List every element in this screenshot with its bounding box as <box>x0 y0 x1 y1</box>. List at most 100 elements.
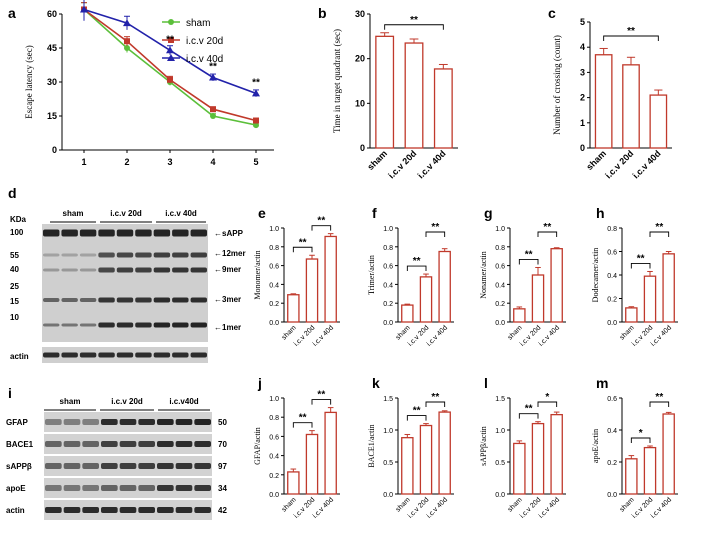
significance-bracket <box>537 231 558 237</box>
legend-label: i.c.v 40d <box>186 54 223 65</box>
blot-band <box>194 463 211 469</box>
significance-bracket <box>384 24 444 30</box>
y-axis-label: Dodecamer/actin <box>591 248 600 303</box>
significance-bracket <box>649 401 670 407</box>
y-tick-label: 0.4 <box>607 273 617 280</box>
y-tick-label: 1.0 <box>495 226 505 233</box>
blot-i-row-label: actin <box>6 506 25 515</box>
blot-band <box>116 252 134 258</box>
significance-mark: ** <box>637 253 645 264</box>
blot-i-rows: GFAP 50 BACE1 70 sAPPβ 97 apoE 34 actin 42 <box>6 412 227 520</box>
blot-i-group-label: i.c.v 20d <box>111 397 143 406</box>
data-point <box>167 76 173 83</box>
bar <box>419 276 433 323</box>
data-point <box>80 5 88 13</box>
y-tick-label: 0.0 <box>383 492 393 499</box>
bar <box>305 433 319 495</box>
x-tick-label: sham <box>395 324 412 341</box>
y-tick-label: 10 <box>355 98 365 108</box>
data-point <box>123 19 131 27</box>
blot-band <box>157 419 174 425</box>
significance-mark: ** <box>431 222 439 233</box>
blot-band <box>175 485 193 491</box>
blot-band <box>190 252 207 258</box>
y-tick-label: 4 <box>580 42 585 52</box>
bar <box>375 35 395 149</box>
bar <box>401 304 414 323</box>
bar <box>419 424 433 495</box>
significance-bracket <box>649 231 670 237</box>
y-tick-label: 1.0 <box>383 428 393 435</box>
x-tick-label: i.c.v 40d <box>631 148 663 180</box>
x-tick-label: sham <box>281 324 298 341</box>
blot-band <box>190 352 207 358</box>
blot-d-group-label: sham <box>63 209 84 218</box>
y-tick-label: 0.2 <box>495 301 505 308</box>
blot-band <box>45 419 62 425</box>
blot-band <box>116 352 134 358</box>
blot-band <box>98 352 115 358</box>
chart-b: 0 10 20 30 Time in target quadrant (sec) sham… <box>332 9 458 181</box>
blot-i-kda: 97 <box>218 462 227 471</box>
significance-mark: * <box>639 428 643 439</box>
significance-mark: ** <box>299 237 307 248</box>
blot-band <box>190 267 207 273</box>
blot-band <box>138 441 155 447</box>
blot-band <box>116 322 134 328</box>
significance-bracket <box>292 246 313 253</box>
y-tick-label: 0.0 <box>383 320 393 327</box>
blot-i-row-label: BACE1 <box>6 440 34 449</box>
significance-mark: ** <box>166 34 174 45</box>
bar <box>438 250 451 323</box>
y-tick-label: 0.4 <box>495 282 505 289</box>
blot-band <box>175 507 193 513</box>
blot-band <box>175 441 193 447</box>
panel-letter-l: l <box>484 375 488 391</box>
data-point <box>252 89 260 97</box>
blot-band <box>138 507 155 513</box>
y-tick-label: 0.4 <box>383 282 393 289</box>
y-tick-label: 0.0 <box>495 492 505 499</box>
x-tick-label: i.c.v 40d <box>312 496 335 519</box>
blot-band <box>119 463 137 469</box>
bar <box>643 275 657 323</box>
legend-marker <box>168 37 174 43</box>
blot-band <box>116 297 134 303</box>
bar <box>324 411 337 495</box>
significance-bracket <box>518 259 539 265</box>
significance-bracket <box>311 399 332 405</box>
blot-band <box>79 253 97 257</box>
blot-band <box>135 352 152 358</box>
y-axis-label: Time in target quadrant (sec) <box>332 29 342 133</box>
x-tick-label: 2 <box>124 157 129 167</box>
y-tick-label: 0.8 <box>383 245 393 252</box>
y-tick-label: 0.5 <box>383 460 393 467</box>
band-label: ←1mer <box>214 323 241 332</box>
significance-mark: ** <box>525 249 533 260</box>
blot-band <box>82 441 99 447</box>
y-tick-label: 1.5 <box>495 396 505 403</box>
x-tick-label: i.c.v 40d <box>312 324 335 347</box>
bar <box>513 442 526 495</box>
blot-band <box>79 298 97 302</box>
bar <box>625 307 638 323</box>
significance-mark: ** <box>209 61 217 72</box>
series-line <box>83 8 257 122</box>
blot-band <box>61 253 78 257</box>
blot-band <box>172 352 189 358</box>
bar <box>649 94 668 149</box>
blot-band <box>101 507 118 513</box>
y-tick-label: 0.5 <box>495 460 505 467</box>
blot-band <box>119 441 137 447</box>
significance-bracket <box>425 231 446 237</box>
y-tick-label: 60 <box>47 9 57 19</box>
blot-band <box>116 229 134 237</box>
blot-band <box>61 268 78 272</box>
blot-band <box>98 267 115 273</box>
y-tick-label: 0.8 <box>269 415 279 422</box>
blot-band <box>82 463 99 469</box>
blot-band <box>79 352 97 358</box>
blot-band <box>190 322 207 328</box>
